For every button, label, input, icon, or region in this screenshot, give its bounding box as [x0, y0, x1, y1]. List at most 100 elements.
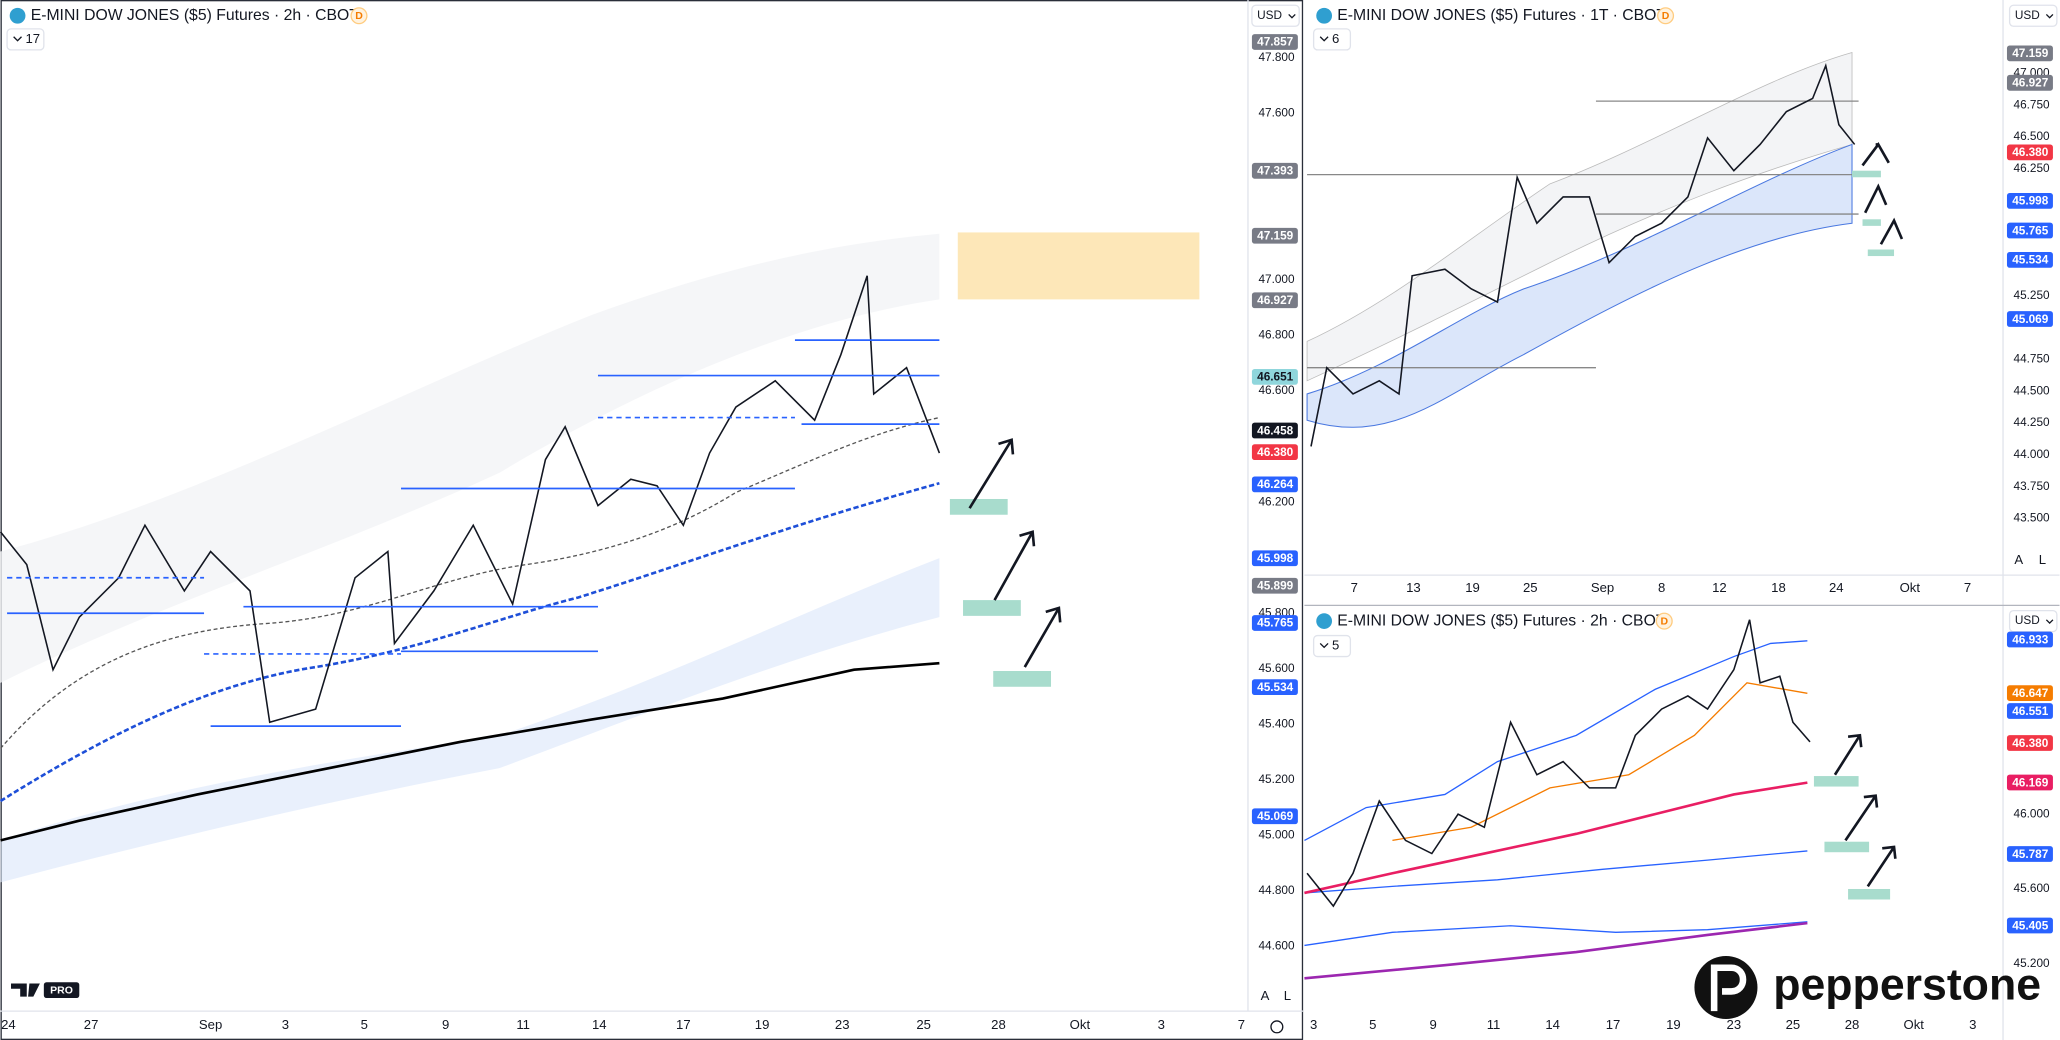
tradingview-logo: PRO: [11, 982, 80, 998]
price-badge: [2006, 222, 2053, 239]
price-badge-label: 46.380: [1257, 445, 1294, 459]
tv-pro-label: PRO: [50, 985, 73, 997]
currency-button[interactable]: [2008, 609, 2058, 633]
date-label: 25: [1786, 1017, 1801, 1032]
currency-label: USD: [1257, 8, 1282, 22]
date-label: 17: [1606, 1017, 1621, 1032]
price-badge-label: 45.998: [2012, 194, 2049, 208]
price-label: 47.600: [1258, 105, 1295, 119]
price-label: 47.800: [1258, 50, 1295, 64]
scale-button[interactable]: A: [2014, 552, 2023, 567]
date-label: 7: [1238, 1017, 1245, 1032]
date-label: 7: [1351, 580, 1358, 595]
date-label: 18: [1771, 580, 1786, 595]
panel-3-drawing: [1304, 619, 1897, 980]
date-label: 14: [1545, 1017, 1560, 1032]
price-label: 46.000: [2014, 806, 2051, 820]
price-badge-label: 46.927: [2012, 76, 2049, 90]
price-badge: [2006, 917, 2053, 934]
panel-border: [0, 0, 1304, 1040]
indicator-count: 5: [1332, 638, 1339, 653]
price-badge: [2006, 311, 2053, 327]
date-label: 23: [835, 1017, 850, 1032]
currency-label: USD: [2015, 613, 2040, 627]
date-label: Okt: [1070, 1017, 1091, 1032]
date-label: Okt: [1900, 580, 1921, 595]
price-badge: [2006, 252, 2053, 268]
price-label: 43.750: [2014, 479, 2051, 493]
price-badge-label: 45.765: [1257, 616, 1294, 630]
price-badge-label: 46.169: [2012, 775, 2049, 789]
date-label: 25: [916, 1017, 931, 1032]
price-badge: [1251, 577, 1298, 594]
panel-title: E-MINI DOW JONES ($5) Futures · 2h · CBO…: [1337, 612, 1666, 629]
price-badge-label: 47.857: [1257, 35, 1294, 49]
price-badge-label: 46.380: [2012, 736, 2049, 750]
date-label: 5: [1369, 1017, 1376, 1032]
price-badge-label: 45.899: [1257, 579, 1294, 593]
date-label: 24: [1, 1017, 16, 1032]
price-badge: [1251, 422, 1298, 439]
price-label: 43.500: [2014, 511, 2051, 525]
scale-button[interactable]: L: [1284, 988, 1291, 1003]
price-badge-label: 47.393: [1257, 164, 1294, 178]
scale-button[interactable]: A: [1261, 988, 1270, 1003]
date-label: 24: [1829, 580, 1844, 595]
date-label: 11: [1487, 1017, 1501, 1032]
date-label: 19: [755, 1017, 770, 1032]
panel-title: E-MINI DOW JONES ($5) Futures · 1T · CBO…: [1337, 7, 1666, 24]
flag-badge: [1655, 612, 1673, 630]
price-badge-label: 46.551: [2012, 704, 2049, 718]
flag-label: D: [1660, 616, 1668, 628]
broker-name: pepperstone: [1773, 960, 2041, 1009]
date-label: 11: [516, 1017, 530, 1032]
indicator-toggle[interactable]: [1312, 634, 1352, 658]
price-badge-label: 46.264: [1257, 477, 1294, 491]
indicator-toggle[interactable]: [1312, 28, 1352, 51]
price-label: 45.400: [1258, 716, 1295, 730]
date-label: 5: [361, 1017, 368, 1032]
price-badge-label: 45.069: [2012, 312, 2049, 326]
price-label: 44.250: [2014, 415, 2051, 429]
price-badge-label: 46.651: [1257, 370, 1294, 384]
currency-label: USD: [2015, 8, 2040, 22]
scale-button[interactable]: L: [2039, 552, 2046, 567]
date-label: 8: [1658, 580, 1665, 595]
date-label: 19: [1666, 1017, 1681, 1032]
price-label: 45.600: [2014, 881, 2051, 895]
price-badge: [2006, 144, 2053, 161]
price-label: 44.500: [2014, 383, 2051, 397]
panel-1-drawing: [0, 232, 1284, 1034]
date-label: 17: [676, 1017, 691, 1032]
price-badge-label: 45.069: [1257, 809, 1294, 823]
price-badge: [1251, 162, 1298, 179]
price-badge-label: 47.159: [1257, 229, 1294, 243]
currency-button[interactable]: [1251, 4, 1300, 27]
date-label: 28: [1845, 1017, 1860, 1032]
panel-title: E-MINI DOW JONES ($5) Futures · 2h · CBO…: [31, 7, 360, 24]
price-badge-label: 46.458: [1257, 423, 1294, 437]
price-badge: [1251, 444, 1298, 461]
date-label: 9: [442, 1017, 449, 1032]
indicator-chevron: [13, 36, 22, 42]
price-label: 45.600: [1258, 661, 1295, 675]
price-badge: [2006, 631, 2053, 648]
price-badge-label: 46.647: [2012, 686, 2049, 700]
indicator-chevron: [1319, 36, 1329, 42]
price-badge: [1251, 227, 1298, 244]
date-label: 7: [1964, 580, 1971, 595]
price-label: 45.200: [1258, 772, 1295, 786]
price-badge-label: 46.927: [1257, 293, 1294, 307]
price-badge: [1251, 550, 1298, 567]
date-label: 19: [1465, 580, 1480, 595]
date-label: 27: [84, 1017, 99, 1032]
indicator-toggle[interactable]: [6, 28, 45, 51]
currency-button[interactable]: [2008, 4, 2058, 27]
price-badge: [1251, 369, 1298, 385]
date-label: 13: [1406, 580, 1421, 595]
price-label: 45.200: [2014, 956, 2051, 970]
date-label: Sep: [1591, 580, 1614, 595]
price-badge: [1251, 292, 1298, 309]
price-badge: [1251, 679, 1298, 695]
